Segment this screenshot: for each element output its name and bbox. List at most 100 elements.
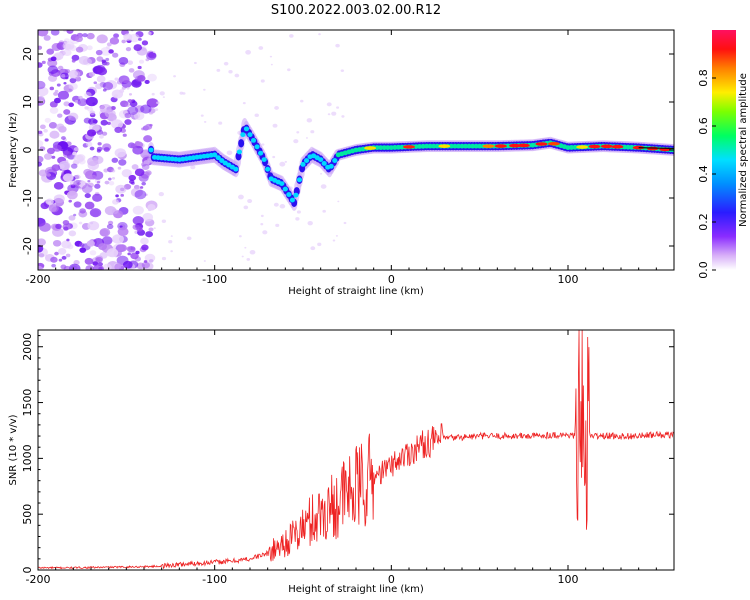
y-tick-label: 1000 — [21, 444, 34, 472]
noise-blob — [38, 265, 44, 270]
noise-blob — [78, 180, 87, 188]
noise-blob — [258, 46, 264, 50]
noise-blob — [114, 148, 127, 158]
noise-blob — [132, 216, 144, 225]
noise-blob — [90, 174, 97, 180]
ridge-core — [240, 132, 246, 138]
x-tick-label: -200 — [26, 273, 51, 286]
noise-blob — [238, 194, 244, 200]
noise-blob — [44, 153, 53, 160]
noise-blob — [85, 141, 93, 147]
noise-blob — [85, 96, 98, 107]
ridge-core — [258, 150, 264, 156]
noise-blob — [146, 98, 159, 108]
noise-blob — [234, 73, 240, 78]
noise-blob — [127, 252, 131, 256]
x-tick-label: -100 — [202, 573, 227, 586]
noise-blob — [77, 98, 88, 107]
noise-blob — [43, 128, 48, 133]
noise-blob — [101, 131, 108, 136]
snr-series — [38, 330, 674, 570]
ridge-peak — [600, 144, 613, 149]
noise-blob — [295, 217, 300, 221]
noise-blob — [96, 34, 108, 44]
snr-x-ticks: -200 -100 0 100 — [26, 330, 675, 586]
noise-blob — [272, 155, 276, 159]
noise-blob — [122, 133, 127, 137]
noise-blob — [50, 30, 60, 36]
noise-blob — [38, 161, 43, 167]
colorbar: 0.0 0.2 0.4 0.6 0.8 Normalized spectral ampl… — [697, 30, 749, 279]
y-tick-label: -10 — [21, 189, 34, 207]
ridge-peak — [509, 143, 521, 148]
noise-blob — [120, 193, 124, 197]
noise-blob — [262, 230, 268, 235]
noise-blob — [96, 149, 102, 153]
noise-blob — [116, 80, 123, 85]
noise-blob — [68, 230, 77, 237]
noise-blob — [38, 253, 45, 258]
noise-blob — [78, 55, 90, 65]
noise-blob — [49, 86, 55, 91]
ridge-core — [219, 158, 225, 163]
noise-blob — [173, 75, 176, 78]
noise-blob — [114, 126, 123, 133]
noise-blob — [144, 79, 150, 85]
noise-blob — [89, 146, 95, 151]
noise-blob — [102, 263, 112, 270]
noise-blob — [54, 251, 59, 256]
noise-blob — [106, 248, 119, 258]
noise-blob — [261, 143, 265, 146]
noise-blob — [310, 130, 315, 134]
noise-blob — [96, 56, 104, 62]
noise-blob — [47, 65, 59, 74]
noise-blob — [53, 91, 59, 96]
noise-blob — [121, 86, 126, 90]
spectrogram-y-ticks: -20 -10 0 10 20 — [21, 47, 674, 255]
noise-blob — [87, 182, 94, 188]
ridge-core — [254, 144, 260, 150]
noise-blob — [108, 181, 115, 186]
noise-blob — [318, 33, 321, 36]
noise-blob — [122, 77, 130, 84]
noise-blob — [336, 106, 340, 109]
spectrogram-y-axis-label: Frequency (Hz) — [8, 112, 19, 188]
noise-blob — [179, 91, 184, 95]
noise-blob — [62, 150, 72, 158]
ridge-core — [328, 163, 334, 169]
noise-blob — [128, 174, 137, 181]
noise-blob — [66, 190, 78, 200]
noise-blob — [130, 252, 139, 260]
noise-blob — [85, 182, 89, 186]
noise-blob — [127, 99, 133, 104]
spectrogram-x-axis-label: Height of straight line (km) — [288, 286, 424, 297]
noise-blob — [112, 52, 119, 58]
noise-blob — [270, 63, 273, 66]
noise-blob — [89, 208, 102, 218]
ridge-core — [250, 138, 257, 143]
noise-blob — [136, 262, 145, 270]
noise-blob — [69, 180, 77, 186]
x-tick-label: 100 — [558, 573, 579, 586]
noise-blob — [128, 93, 133, 96]
ridge-peak — [535, 142, 548, 146]
noise-blob — [152, 51, 156, 54]
noise-blob — [61, 136, 66, 140]
noise-blob — [68, 199, 72, 203]
noise-blob — [141, 261, 150, 269]
noise-blob — [125, 47, 132, 52]
noise-blob — [135, 75, 143, 82]
noise-blob — [335, 43, 340, 48]
snr-y-ticks: 0 500 1000 1500 2000 — [21, 333, 674, 574]
noise-blob — [117, 227, 129, 236]
noise-blob — [57, 90, 70, 100]
noise-blob — [332, 239, 336, 242]
noise-blob — [57, 113, 63, 118]
noise-blob — [102, 81, 114, 91]
noise-blob — [64, 159, 69, 163]
noise-blob — [121, 39, 126, 44]
noise-blob — [119, 89, 125, 94]
snr-x-axis-label: Height of straight line (km) — [288, 584, 424, 595]
noise-blob — [307, 220, 313, 226]
